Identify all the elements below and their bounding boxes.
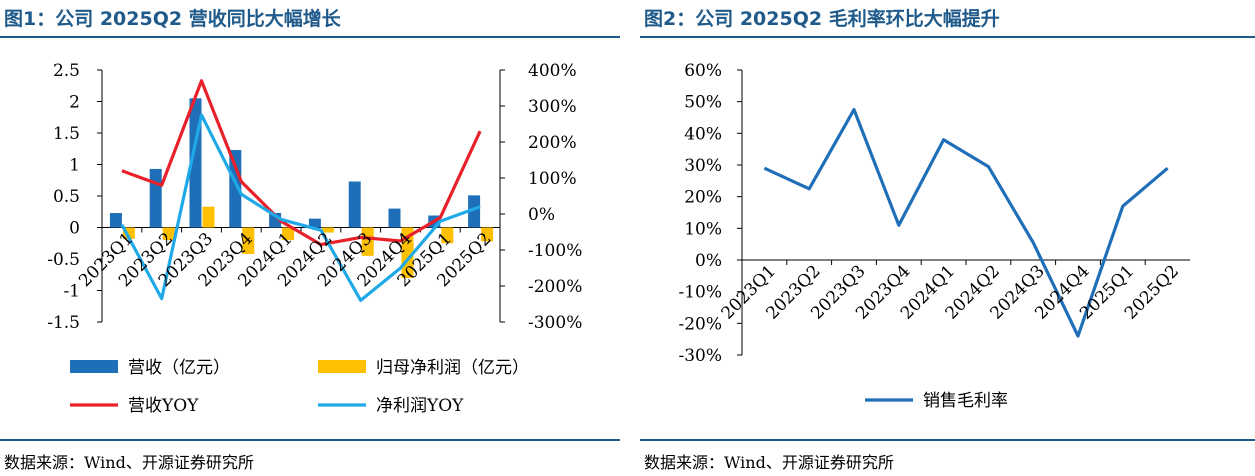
left-y-tick-label: 1.5 xyxy=(53,124,80,144)
revenue-bar xyxy=(348,181,361,228)
gross-margin-chart: 60%50%40%30%20%10%0%-10%-20%-30%2023Q120… xyxy=(678,61,1190,411)
figure-1-title: 图1：公司 2025Q2 营收同比大幅增长 xyxy=(4,8,341,30)
net-profit-bar xyxy=(282,227,295,241)
revenue-bar xyxy=(109,213,122,228)
figure-2-title: 图2：公司 2025Q2 毛利率环比大幅提升 xyxy=(644,8,1000,30)
left-y-tick-label: 1 xyxy=(69,156,80,176)
legend-label: 营收YOY xyxy=(128,396,199,416)
revenue-yoy-line xyxy=(121,79,482,247)
right-y-tick-label: -300% xyxy=(528,313,582,333)
net-profit-bar xyxy=(321,227,334,233)
revenue-bar xyxy=(308,218,321,228)
y-tick-label: 20% xyxy=(684,188,722,208)
figure-1-source: 数据来源：Wind、开源证券研究所 xyxy=(4,453,254,472)
legend-swatch xyxy=(318,360,366,373)
right-y-tick-label: 0% xyxy=(528,205,555,225)
legend-label: 销售毛利率 xyxy=(923,391,1008,411)
figure-2-panel: 图2：公司 2025Q2 毛利率环比大幅提升 60% 50% 40% 30% 20% 10… xyxy=(640,0,1255,476)
y-tick-label: 50% xyxy=(684,93,722,113)
net-profit-bar xyxy=(481,227,494,242)
left-y-tick-label: 2.5 xyxy=(53,61,80,81)
net-profit-bar xyxy=(202,206,215,228)
y-tick-label: -10% xyxy=(678,283,722,303)
net-profit-bar xyxy=(361,227,374,256)
right-y-tick-label: 100% xyxy=(528,169,577,189)
net-profit-bar xyxy=(242,227,255,254)
left-y-tick-label: -1.5 xyxy=(47,313,80,333)
y-tick-label: 30% xyxy=(684,156,722,176)
y-tick-label: -30% xyxy=(678,346,722,366)
profit-yoy-line xyxy=(120,113,481,302)
revenue-bar xyxy=(149,168,162,228)
right-y-tick-label: -200% xyxy=(528,277,582,297)
figure-1-panel: 图1：公司 2025Q2 营收同比大幅增长 2.5 2 1.5 1 0.5 0 -0.5 -1… xyxy=(0,0,620,476)
y-tick-label: 0% xyxy=(695,251,722,271)
left-y-tick-label: -0.5 xyxy=(47,250,80,270)
revenue-bar xyxy=(388,208,401,228)
right-y-tick-label: 300% xyxy=(528,97,577,117)
revenue-bar xyxy=(229,150,242,228)
legend-label: 归母净利润（亿元） xyxy=(376,358,529,378)
legend-label: 净利润YOY xyxy=(376,396,464,416)
net-profit-bar xyxy=(162,227,175,241)
y-tick-label: -20% xyxy=(678,314,722,334)
left-y-tick-label: -1 xyxy=(63,282,80,302)
legend-swatch xyxy=(70,360,118,373)
revenue-bar xyxy=(468,195,481,228)
left-y-tick-label: 2 xyxy=(69,93,80,113)
net-profit-bar xyxy=(441,227,454,244)
right-y-tick-label: -100% xyxy=(528,241,582,261)
left-y-tick-label: 0 xyxy=(69,219,80,239)
figure-1-bottom-rule xyxy=(0,439,620,441)
left-y-tick-label: 0.5 xyxy=(53,187,80,207)
figure-2-top-rule xyxy=(640,36,1255,38)
legend-label: 营收（亿元） xyxy=(128,358,230,378)
y-tick-label: 40% xyxy=(684,124,722,144)
figure-2-bottom-rule xyxy=(640,439,1255,441)
y-tick-label: 60% xyxy=(684,61,722,81)
revenue-profit-chart: 2.5 2 1.5 1 0.5 0 -0.5 -1 -1.5 400% 300% 200% 100% 0%… xyxy=(47,61,582,416)
right-y-tick-label: 200% xyxy=(528,133,577,153)
gross-margin-line xyxy=(763,107,1169,338)
figure-2-source: 数据来源：Wind、开源证券研究所 xyxy=(644,453,894,472)
net-profit-bar xyxy=(122,227,135,239)
y-tick-label: 10% xyxy=(684,219,722,239)
figure-1-top-rule xyxy=(0,36,620,38)
right-y-tick-label: 400% xyxy=(528,61,577,81)
